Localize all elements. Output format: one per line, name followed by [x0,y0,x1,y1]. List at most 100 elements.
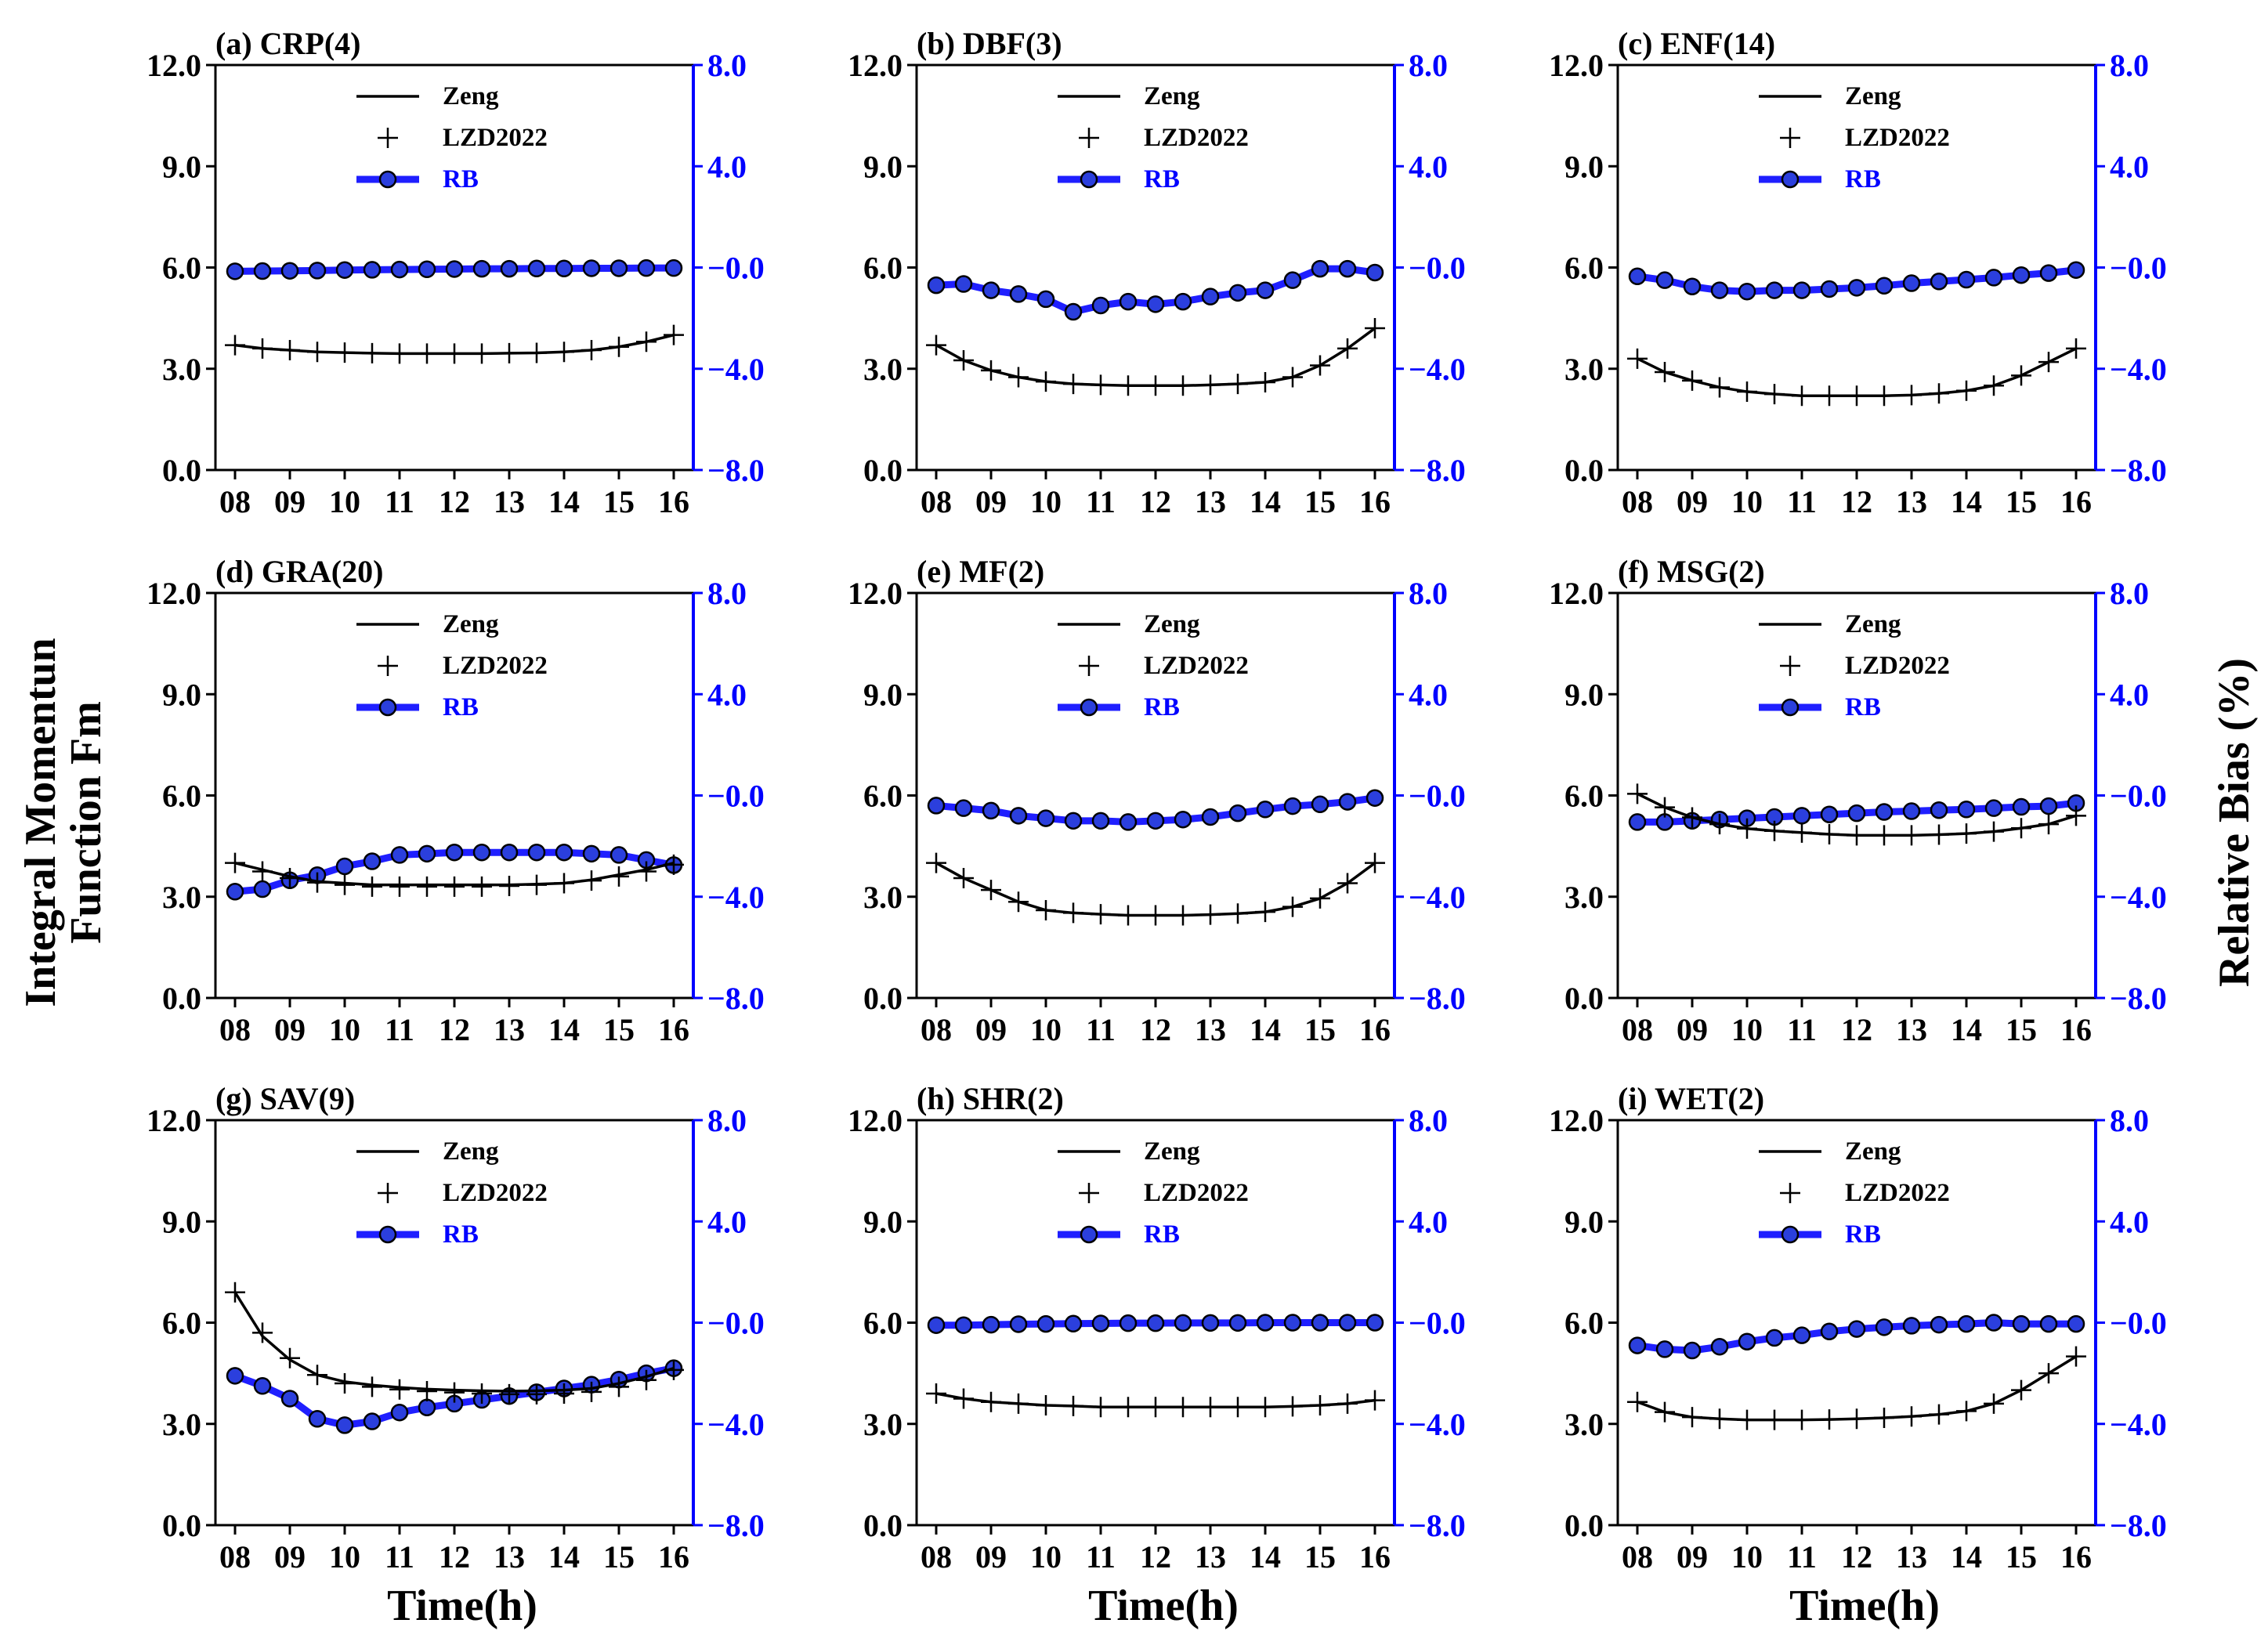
x-tick-label: 13 [494,1539,525,1574]
rb-point [1146,295,1165,313]
legend-rb-swatch-marker [1781,698,1800,717]
x-tick-label: 10 [1030,1539,1062,1574]
x-tick-label: 09 [274,484,306,519]
lzd-point [1655,797,1675,818]
rb-point [1847,804,1866,822]
rb-point [2012,266,2031,284]
rb-point [1091,812,1110,830]
lzd-point [1282,896,1303,917]
y-right-tick-label: 4.0 [707,1204,747,1239]
x-tick-label: 13 [1896,1012,1927,1047]
y-left-tick-label: 0.0 [1564,981,1604,1016]
lzd-point [1682,1407,1702,1428]
rb-point [1311,1314,1329,1332]
y-right-tick-label: −8.0 [2110,453,2167,488]
y-right-tick-label: −0.0 [2110,1306,2167,1341]
rb-point [1091,1314,1110,1332]
x-tick-label: 15 [1304,484,1336,519]
rb-point [1930,273,1948,291]
legend-lzd-swatch [1780,1183,1800,1203]
legend-rb-label: RB [1144,693,1180,721]
lzd-point [1365,852,1385,873]
rb-point [280,1390,299,1408]
legend-lzd-label: LZD2022 [443,124,548,152]
lzd-point [389,876,410,897]
panel-title: (g) SAV(9) [215,1081,355,1116]
y-right-tick-label: −0.0 [2110,251,2167,286]
rb-point [1064,812,1083,830]
x-tick-label: 13 [494,484,525,519]
rb-point [954,275,973,293]
legend-rb-label: RB [1845,1220,1881,1249]
y-right-tick-label: −0.0 [1409,779,1466,814]
x-tick-label: 16 [658,484,689,519]
y-left-tick-label: 12.0 [1549,48,1604,83]
legend-zeng-label: Zeng [1845,82,1901,110]
lzd-point [1173,1397,1193,1418]
rb-point [1201,808,1220,826]
lzd-point [252,1322,273,1343]
y-left-tick-label: 3.0 [162,880,201,915]
y-left-tick-label: 3.0 [162,352,201,387]
x-tick-label: 11 [385,484,414,519]
lzd-point [444,1382,465,1403]
x-tick-label: 10 [1731,484,1763,519]
x-tick-label: 15 [603,484,635,519]
rb-point [335,857,354,876]
rb-point [363,261,382,279]
rb-point [1174,1314,1192,1332]
lzd-point [1337,338,1358,359]
y-left-tick-label: 6.0 [1564,1306,1604,1341]
rb-point [582,844,601,863]
x-tick-label: 14 [1250,484,1281,519]
y-right-tick-label: −0.0 [707,779,765,814]
y-left-tick-label: 3.0 [863,1407,902,1442]
rb-point [226,883,244,901]
x-tick-label: 16 [1359,484,1391,519]
y-right-tick-label: 4.0 [2110,149,2149,184]
lzd-point [664,324,684,345]
x-tick-label: 10 [1731,1539,1763,1574]
rb-point [1009,807,1028,825]
y-right-tick-label: 8.0 [1409,576,1448,611]
legend-lzd-swatch [1079,656,1099,676]
lzd-point [926,852,946,873]
rb-point [1710,281,1729,299]
panel-title: (e) MF(2) [917,554,1044,589]
lzd-point [526,342,547,363]
legend-rb-label: RB [1144,165,1180,193]
rb-point [1283,797,1302,815]
x-tick-label: 16 [2060,484,2092,519]
rb-point [1875,803,1894,821]
lzd-point [1228,374,1248,395]
rb-point [363,852,382,870]
lzd-point [2038,352,2059,373]
y-left-tick-label: 6.0 [162,1306,201,1341]
rb-point [1036,1314,1055,1333]
legend-rb-swatch-marker [1781,1225,1800,1244]
rb-point [1064,1314,1083,1333]
y-left-tick-label: 3.0 [162,1407,201,1442]
series-zeng-line [233,1291,675,1393]
legend-rb-swatch-marker [1781,170,1800,189]
x-tick-label: 12 [1140,484,1171,519]
y-right-tick-label: −4.0 [2110,880,2167,915]
y-right-tick-label: 4.0 [707,677,747,712]
lzd-point [1008,367,1029,388]
x-tick-label: 11 [1787,1539,1817,1574]
rb-point [1820,805,1839,823]
y-left-tick-label: 9.0 [863,677,902,712]
rb-point [472,259,491,278]
lzd-point [335,1373,355,1394]
y-left-tick-label: 12.0 [1549,1103,1604,1138]
lzd-point [472,876,492,897]
lzd-point [389,343,410,364]
rb-point [1338,1314,1357,1332]
x-tick-label: 11 [1086,484,1116,519]
lzd-point [417,1380,437,1401]
y-left-tick-label: 0.0 [162,981,201,1016]
rb-point [390,1403,409,1422]
x-tick-label: 11 [1086,1012,1116,1047]
rb-point [1311,795,1329,814]
rb-point [1283,1314,1302,1332]
